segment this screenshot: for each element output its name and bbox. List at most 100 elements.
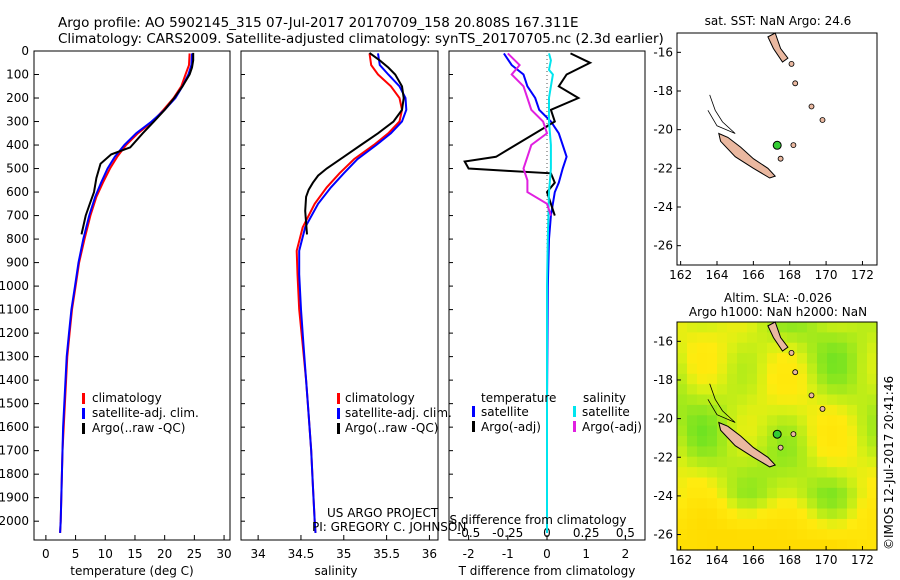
sla-cell <box>757 394 768 406</box>
sla-cell <box>807 436 818 447</box>
sla-cell <box>737 456 748 468</box>
series-line <box>503 52 568 533</box>
sla-cell <box>827 384 838 396</box>
lon-tick-label: 168 <box>778 553 801 567</box>
sla-cell <box>757 446 768 458</box>
lon-tick-label: 164 <box>706 553 729 567</box>
sla-cell <box>757 332 768 344</box>
sla-cell <box>687 353 698 365</box>
sla-cell <box>837 384 848 396</box>
sla-cell <box>677 498 688 510</box>
sla-cell <box>857 384 868 396</box>
sla-cell <box>767 394 778 406</box>
sla-cell <box>847 539 858 551</box>
difference-panel: -2 -1 0 1 2 -0.5 -0.25 0 0.25 0.5 S difference fr… <box>448 50 646 578</box>
sla-cell <box>837 477 848 489</box>
sla-cell <box>787 539 798 551</box>
sla-cell <box>847 529 858 541</box>
sla-cell <box>717 487 728 499</box>
sla-cell <box>777 363 788 375</box>
series-line <box>80 52 195 235</box>
sla-cell <box>737 446 748 458</box>
y-tick-label: 1800 <box>0 467 29 481</box>
sla-cell <box>677 487 688 499</box>
x-tick-label: 34.5 <box>288 547 315 561</box>
sla-cell <box>757 487 768 499</box>
sla-cell <box>717 394 728 406</box>
sla-cell <box>827 363 838 375</box>
y-tick-label: 0 <box>21 44 29 58</box>
sla-cell <box>847 436 858 447</box>
sla-cell <box>837 446 848 458</box>
sla-cell <box>827 477 838 489</box>
sla-cell <box>777 436 788 447</box>
sla-cell <box>867 384 878 396</box>
sla-cell <box>737 518 748 530</box>
sla-cell <box>837 518 848 530</box>
sla-cell <box>857 425 868 437</box>
legend-satellite: satellite-adj. clim. <box>345 406 452 420</box>
sla-cell <box>847 456 858 468</box>
sla-cell <box>697 487 708 499</box>
sla-cell <box>837 415 848 427</box>
sla-cell <box>747 518 758 530</box>
pi-label: PI: GREGORY C. JOHNSON <box>312 520 466 534</box>
sla-cell <box>817 322 828 333</box>
sla-cell <box>727 363 738 375</box>
x-tick-label: 35 <box>336 547 351 561</box>
salinity-panel: 34 34.5 35 35.5 36 salinity climatology sate… <box>240 50 466 578</box>
x-tick-label: 0 <box>543 547 551 561</box>
sla-cell <box>747 487 758 499</box>
sla-cell <box>737 342 748 354</box>
sla-cell <box>717 415 728 427</box>
sla-cell <box>827 467 838 479</box>
sla-cell <box>857 518 868 530</box>
legend-swatch-satellite <box>337 408 340 419</box>
sla-cell <box>827 518 838 530</box>
sla-cell <box>737 498 748 510</box>
small-island <box>792 80 799 87</box>
sla-cell <box>747 342 758 354</box>
sla-cell <box>867 487 878 499</box>
sla-cell <box>807 477 818 489</box>
sla-cell <box>717 342 728 354</box>
sla-cell <box>717 363 728 375</box>
y-tick-label: 1200 <box>0 326 29 340</box>
sla-cell <box>807 342 818 354</box>
y-tick-label: 900 <box>6 256 29 270</box>
sla-cell <box>747 353 758 365</box>
sla-cell <box>757 477 768 489</box>
sla-cell <box>757 415 768 427</box>
sla-cell <box>747 508 758 520</box>
sla-cell <box>867 456 878 468</box>
sla-cell <box>757 322 768 333</box>
sla-cell <box>687 322 698 333</box>
sla-cell <box>717 446 728 458</box>
profile-location-marker <box>772 140 782 150</box>
legend-swatch-climatology <box>337 393 340 404</box>
sla-cell <box>707 415 718 427</box>
sla-cell <box>827 456 838 468</box>
sla-cell <box>867 363 878 375</box>
sla-cell <box>747 456 758 468</box>
sla-cell <box>827 425 838 437</box>
sla-cell <box>797 384 808 396</box>
sla-cell <box>797 415 808 427</box>
x-tick-label: 0 <box>42 547 50 561</box>
sla-cell <box>777 446 788 458</box>
sla-cell <box>837 404 848 416</box>
sla-cell <box>687 477 698 489</box>
sla-cell <box>737 384 748 396</box>
sla-cell <box>717 332 728 344</box>
sla-cell <box>767 373 778 385</box>
sla-cell <box>867 539 878 551</box>
sla-cell <box>687 415 698 427</box>
sla-cell <box>687 394 698 406</box>
sst-map-panel: sat. SST: NaN Argo: 24.6 162 164 166 168 170… <box>653 14 878 282</box>
sla-cell <box>867 518 878 530</box>
sla-cell <box>727 539 738 551</box>
sla-cell <box>697 498 708 510</box>
sla-cell <box>867 373 878 385</box>
sla-cell <box>677 384 688 396</box>
sla-cell <box>707 384 718 396</box>
